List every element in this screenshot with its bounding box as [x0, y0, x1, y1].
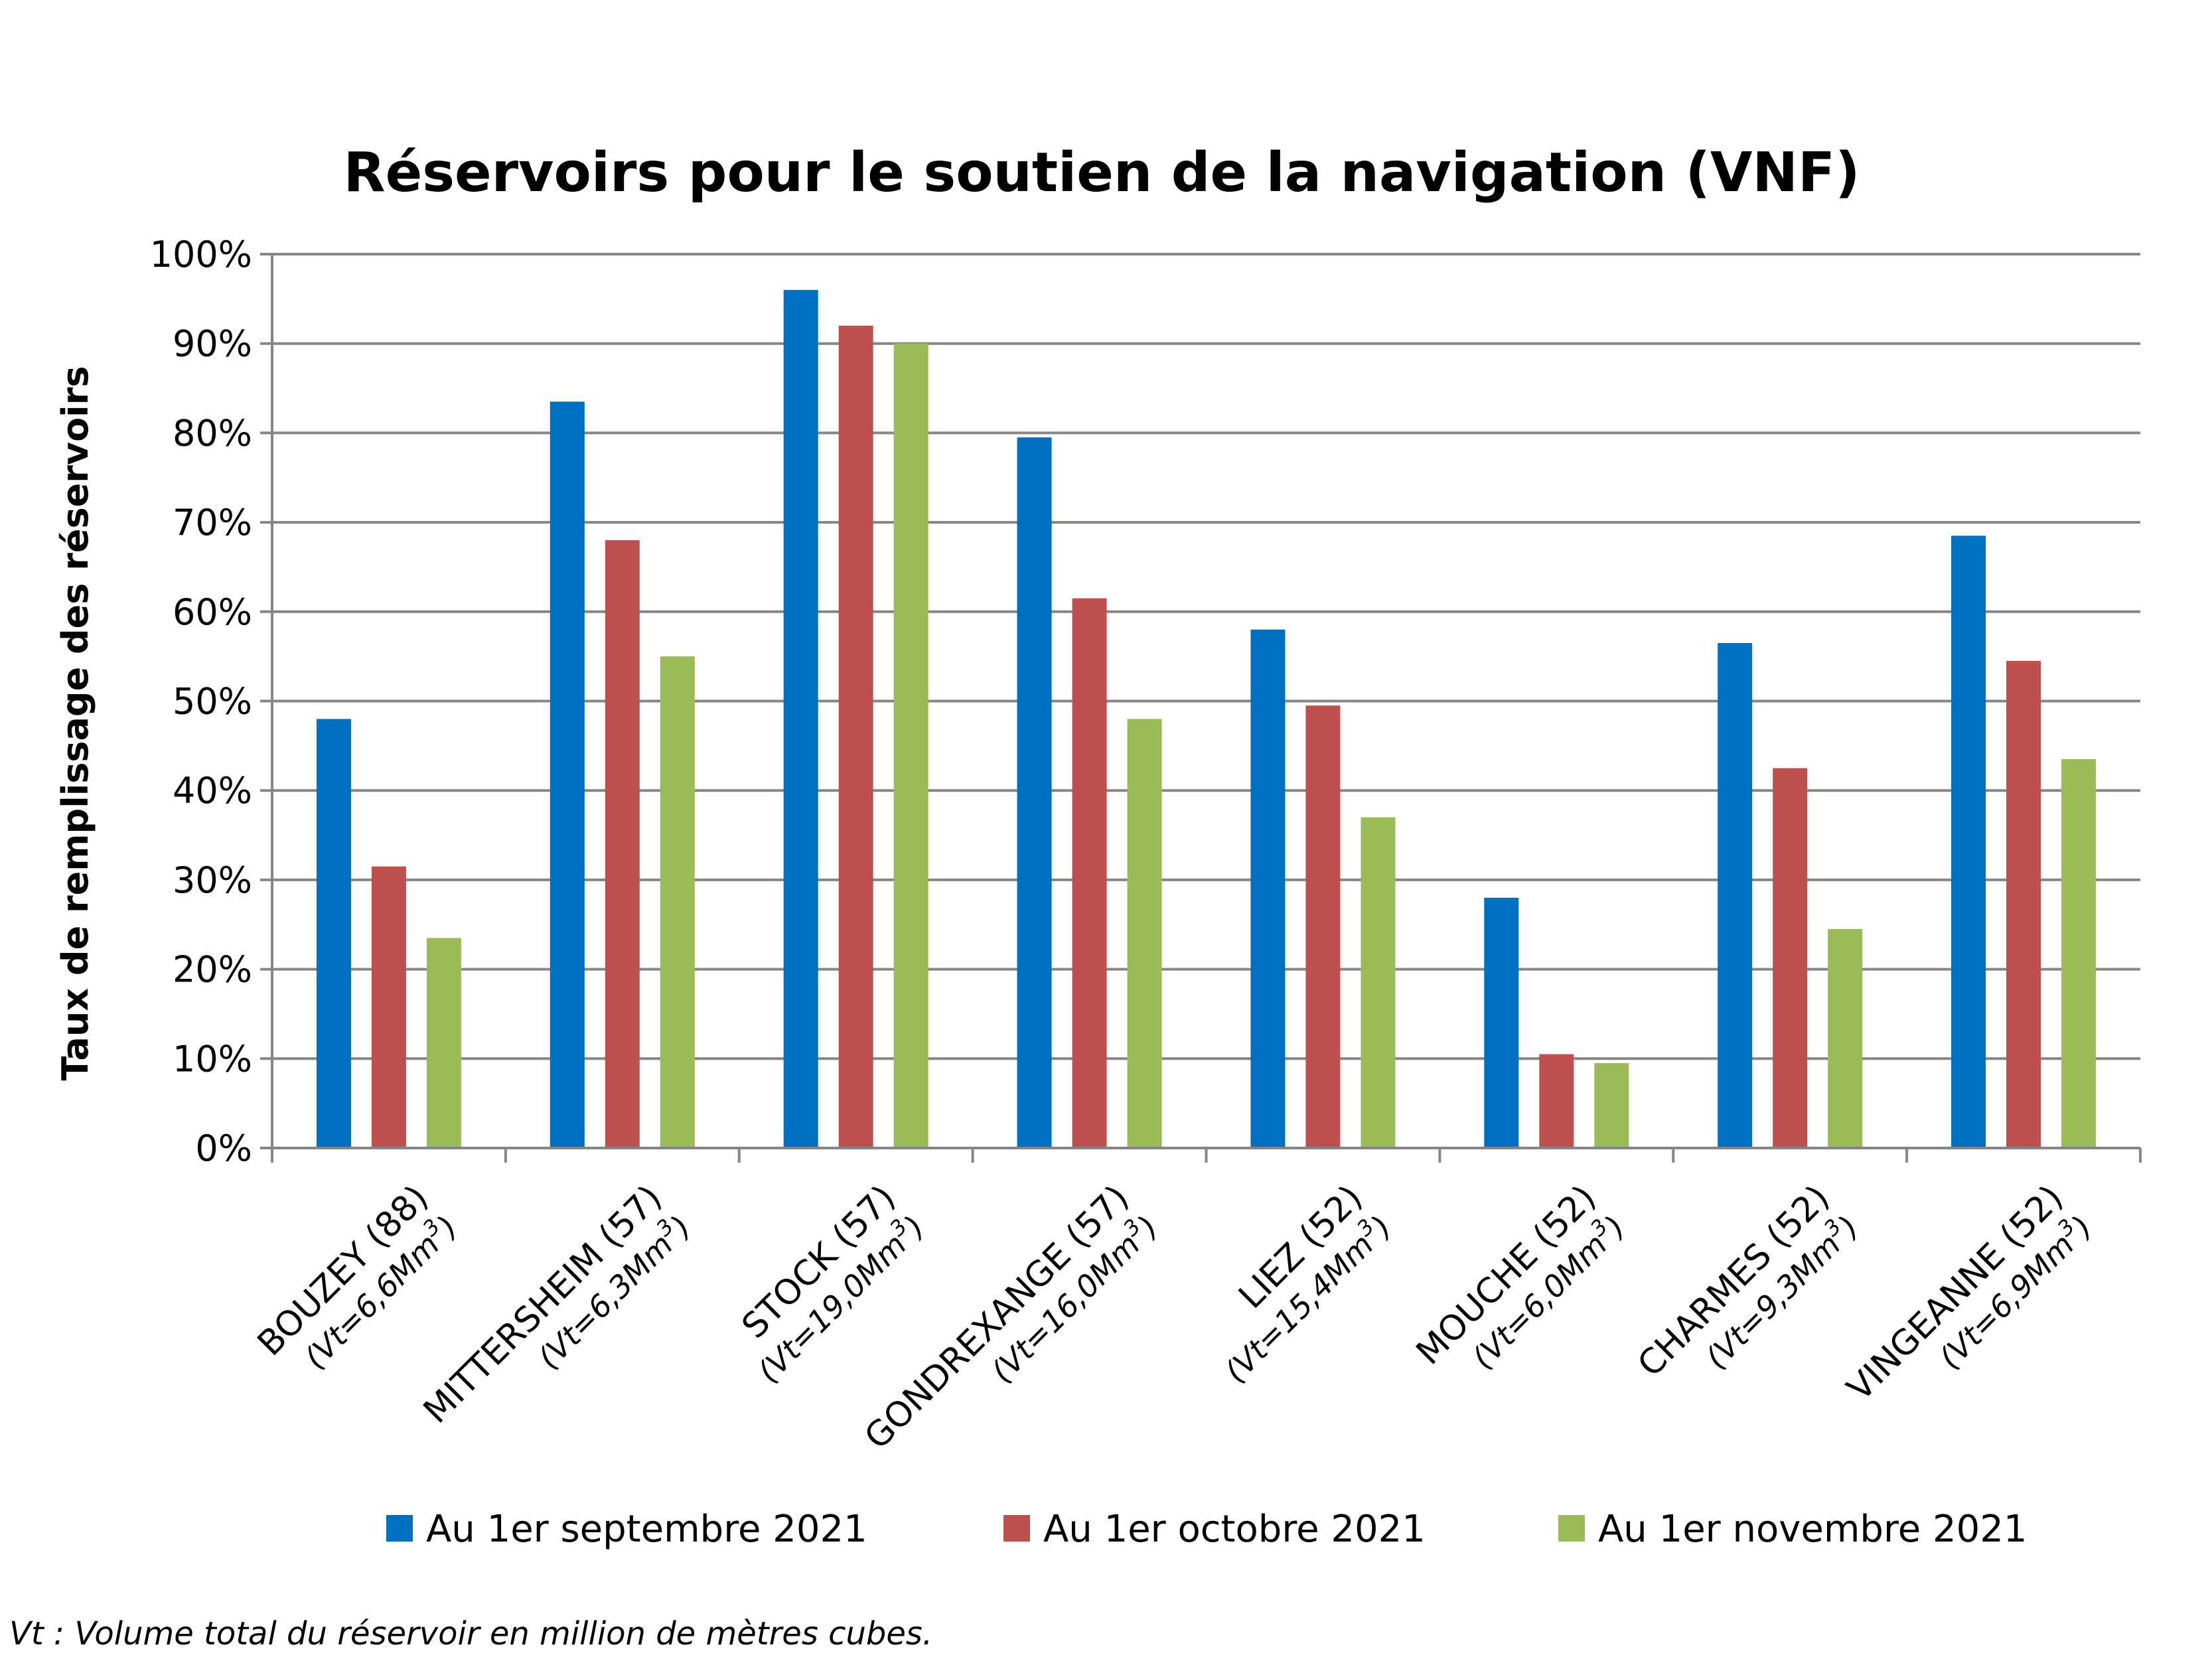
y-tick-label: 80%	[173, 412, 252, 454]
bar	[605, 540, 640, 1148]
legend-swatch	[1003, 1515, 1030, 1542]
x-tick-label: MITTERSHEIM (57)(Vt=6,3Mm3)	[416, 1178, 698, 1431]
bar	[893, 343, 928, 1149]
bar	[1484, 897, 1519, 1148]
y-tick-label: 70%	[173, 502, 252, 543]
bar	[426, 938, 461, 1148]
bar	[1250, 629, 1286, 1148]
bar	[1594, 1063, 1629, 1148]
bar	[2061, 759, 2097, 1148]
bars	[316, 289, 2097, 1149]
y-tick-label: 30%	[173, 859, 252, 901]
footnote: Vt : Volume total du réservoir en millio…	[9, 1615, 932, 1652]
legend-swatch	[386, 1515, 413, 1542]
bar	[1539, 1054, 1574, 1148]
y-tick-label: 90%	[173, 323, 252, 365]
x-tick-label: VINGEANNE (52)(Vt=6,9Mm3)	[1840, 1178, 2099, 1409]
legend-label: Au 1er septembre 2021	[426, 1508, 867, 1551]
legend-item: Au 1er septembre 2021	[386, 1508, 867, 1551]
bar	[1828, 928, 1863, 1148]
y-tick-label: 40%	[173, 770, 252, 812]
bar	[1951, 536, 1986, 1148]
y-tick-label: 100%	[150, 234, 252, 275]
bar	[1017, 437, 1052, 1148]
y-axis-label: Taux de remplissage des réservoirs	[54, 366, 96, 1081]
bar	[1127, 719, 1162, 1148]
bar	[316, 719, 351, 1148]
bar	[660, 656, 695, 1148]
bar	[2006, 660, 2041, 1148]
legend-label: Au 1er novembre 2021	[1598, 1508, 2028, 1551]
bar	[550, 401, 585, 1148]
bar	[1072, 598, 1107, 1148]
bar	[783, 289, 818, 1148]
bar	[838, 325, 873, 1148]
legend: Au 1er septembre 2021 Au 1er octobre 2021…	[386, 1508, 2028, 1551]
bar	[1773, 768, 1808, 1148]
y-tick-label: 20%	[173, 949, 252, 991]
legend-item: Au 1er novembre 2021	[1558, 1508, 2028, 1551]
y-tick-label: 50%	[173, 681, 252, 723]
legend-item: Au 1er octobre 2021	[1003, 1508, 1426, 1551]
x-tick-label: LIEZ (52)(Vt=15,4Mm3)	[1215, 1178, 1398, 1390]
x-tick-label: BOUZEY (88)(Vt=6,6Mm3)	[250, 1178, 465, 1376]
x-axis	[271, 254, 2142, 1163]
x-tick-label: STOCK (57)(Vt=19,0Mm3)	[735, 1178, 932, 1390]
x-axis-labels: BOUZEY (88)(Vt=6,6Mm3)MITTERSHEIM (57)(V…	[250, 1178, 2099, 1457]
legend-label: Au 1er octobre 2021	[1043, 1508, 1426, 1551]
legend-swatch	[1558, 1515, 1585, 1542]
chart-title: Réservoirs pour le soutien de la navigat…	[343, 141, 1860, 204]
y-axis-ticks: 0% 10% 20% 30% 40% 50% 60% 70% 80% 90% 100%	[150, 234, 272, 1169]
bar	[1361, 817, 1396, 1148]
x-tick-label: CHARMES (52)(Vt=9,3Mm3)	[1630, 1178, 1865, 1385]
bar	[1718, 642, 1753, 1148]
y-tick-label: 60%	[173, 591, 252, 633]
bar	[371, 866, 406, 1148]
y-tick-label: 10%	[173, 1038, 252, 1080]
bar	[1305, 705, 1341, 1148]
y-tick-label: 0%	[195, 1127, 252, 1169]
category-name: MITTERSHEIM (57)	[416, 1178, 670, 1431]
x-tick-label: MOUCHE (52)(Vt=6,0Mm3)	[1409, 1178, 1632, 1376]
